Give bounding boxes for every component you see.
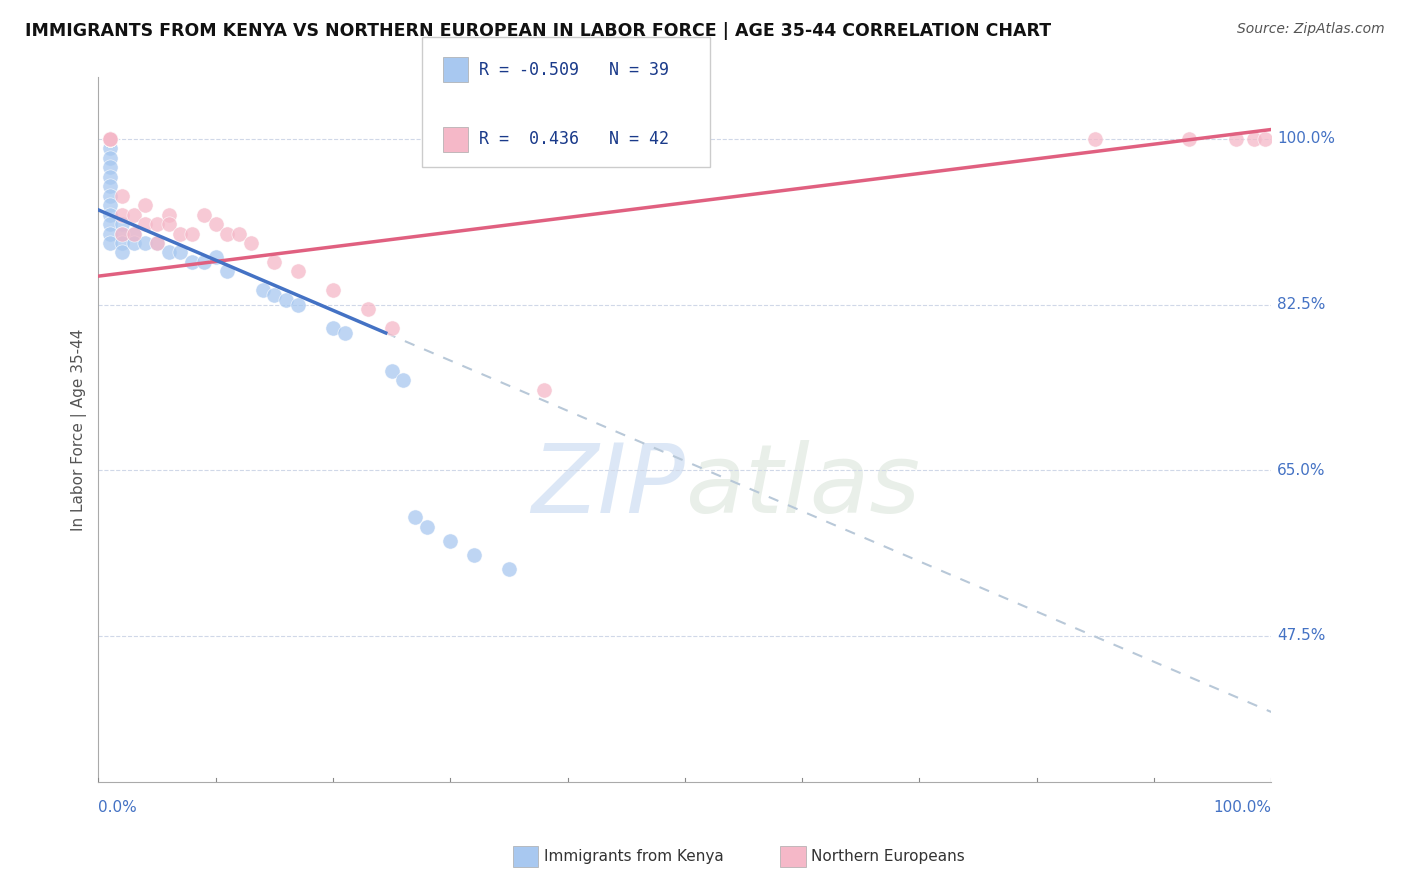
Point: [287, 297, 309, 311]
Point: [98, 132, 121, 146]
Point: [322, 283, 344, 297]
Point: [98, 132, 121, 146]
Point: [217, 264, 239, 278]
Text: Source: ZipAtlas.com: Source: ZipAtlas.com: [1237, 22, 1385, 37]
Point: [111, 188, 134, 202]
Point: [98, 132, 121, 146]
Point: [98, 141, 121, 155]
Point: [1084, 132, 1107, 146]
Point: [98, 132, 121, 146]
Point: [439, 534, 461, 549]
Point: [169, 245, 191, 260]
Point: [263, 255, 285, 269]
Point: [122, 208, 145, 222]
Point: [98, 132, 121, 146]
Point: [239, 235, 262, 250]
Point: [98, 169, 121, 184]
Point: [204, 250, 226, 264]
Point: [134, 235, 156, 250]
Point: [111, 227, 134, 241]
Point: [498, 562, 520, 576]
Text: 65.0%: 65.0%: [1277, 463, 1326, 477]
Point: [146, 235, 169, 250]
Point: [111, 235, 134, 250]
Point: [146, 235, 169, 250]
Point: [217, 227, 239, 241]
Point: [98, 179, 121, 194]
Text: Northern Europeans: Northern Europeans: [811, 849, 965, 863]
Point: [98, 198, 121, 212]
Point: [193, 208, 215, 222]
Point: [122, 227, 145, 241]
Point: [157, 245, 180, 260]
Point: [193, 255, 215, 269]
Text: R = -0.509   N = 39: R = -0.509 N = 39: [479, 61, 669, 78]
Point: [157, 217, 180, 231]
Point: [111, 217, 134, 231]
Point: [1178, 132, 1201, 146]
Point: [122, 227, 145, 241]
Point: [111, 245, 134, 260]
Point: [111, 227, 134, 241]
Point: [463, 549, 485, 563]
Point: [287, 264, 309, 278]
Text: 0.0%: 0.0%: [98, 800, 138, 815]
Y-axis label: In Labor Force | Age 35-44: In Labor Force | Age 35-44: [72, 329, 87, 531]
Point: [98, 132, 121, 146]
Text: R =  0.436   N = 42: R = 0.436 N = 42: [479, 130, 669, 148]
Point: [169, 227, 191, 241]
Point: [1254, 132, 1277, 146]
Point: [98, 188, 121, 202]
Point: [134, 217, 156, 231]
Point: [357, 302, 380, 317]
Text: 47.5%: 47.5%: [1277, 628, 1326, 643]
Point: [157, 208, 180, 222]
Point: [98, 132, 121, 146]
Point: [98, 208, 121, 222]
Point: [252, 283, 274, 297]
Point: [381, 321, 404, 335]
Text: Immigrants from Kenya: Immigrants from Kenya: [544, 849, 724, 863]
Point: [181, 255, 204, 269]
Text: atlas: atlas: [685, 440, 920, 533]
Point: [333, 326, 356, 340]
Point: [122, 235, 145, 250]
Text: 82.5%: 82.5%: [1277, 297, 1326, 312]
Text: 100.0%: 100.0%: [1277, 131, 1336, 146]
Point: [146, 217, 169, 231]
Point: [204, 217, 226, 231]
Point: [263, 288, 285, 302]
Text: ZIP: ZIP: [531, 440, 685, 533]
Point: [1225, 132, 1247, 146]
Point: [111, 208, 134, 222]
Point: [134, 198, 156, 212]
Point: [98, 132, 121, 146]
Point: [98, 132, 121, 146]
Point: [392, 373, 415, 387]
Point: [322, 321, 344, 335]
Point: [416, 520, 439, 534]
Text: 100.0%: 100.0%: [1213, 800, 1271, 815]
Point: [274, 293, 297, 307]
Point: [181, 227, 204, 241]
Point: [381, 364, 404, 378]
Point: [98, 235, 121, 250]
Point: [98, 132, 121, 146]
Point: [228, 227, 250, 241]
Point: [98, 227, 121, 241]
Point: [404, 510, 426, 524]
Point: [98, 161, 121, 175]
Point: [98, 132, 121, 146]
Point: [98, 151, 121, 165]
Text: IMMIGRANTS FROM KENYA VS NORTHERN EUROPEAN IN LABOR FORCE | AGE 35-44 CORRELATIO: IMMIGRANTS FROM KENYA VS NORTHERN EUROPE…: [25, 22, 1052, 40]
Point: [98, 132, 121, 146]
Point: [98, 132, 121, 146]
Point: [1243, 132, 1265, 146]
Point: [98, 217, 121, 231]
Point: [533, 383, 555, 397]
Point: [98, 132, 121, 146]
